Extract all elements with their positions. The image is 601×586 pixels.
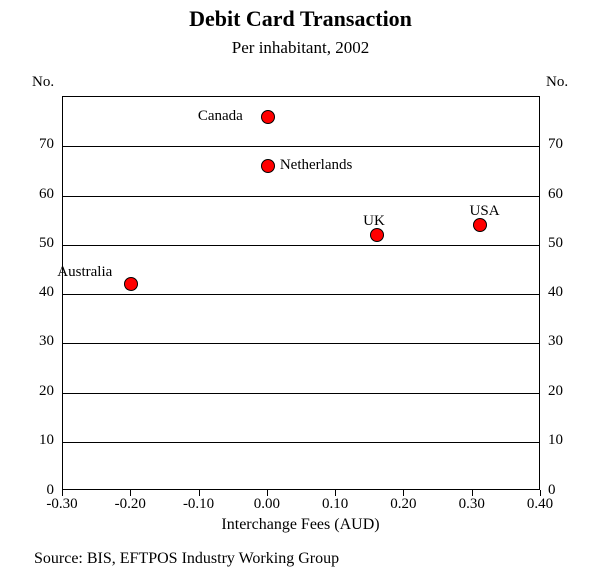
data-point-label: Netherlands — [280, 157, 352, 174]
gridline — [63, 146, 539, 147]
y-tick-left: 40 — [24, 284, 54, 301]
data-point — [261, 110, 275, 124]
gridline — [63, 442, 539, 443]
data-point — [473, 218, 487, 232]
y-tick-left: 10 — [24, 432, 54, 449]
gridline — [63, 343, 539, 344]
y-tick-right: 20 — [548, 383, 563, 400]
y-tick-left: 30 — [24, 333, 54, 350]
gridline — [63, 196, 539, 197]
gridline — [63, 294, 539, 295]
y-tick-right: 70 — [548, 136, 563, 153]
y-tick-left: 20 — [24, 383, 54, 400]
x-tick-label: 0.40 — [527, 496, 553, 513]
data-point — [261, 159, 275, 173]
chart-title: Debit Card Transaction — [0, 6, 601, 32]
chart-subtitle: Per inhabitant, 2002 — [0, 38, 601, 58]
y-tick-right: 50 — [548, 235, 563, 252]
gridline — [63, 393, 539, 394]
x-tick-label: 0.00 — [254, 496, 280, 513]
x-tick-label: -0.10 — [183, 496, 214, 513]
y-axis-label-left: No. — [32, 74, 54, 91]
x-tick-label: 0.20 — [390, 496, 416, 513]
y-tick-left: 60 — [24, 186, 54, 203]
y-tick-left: 70 — [24, 136, 54, 153]
x-tick-label: -0.20 — [115, 496, 146, 513]
plot-area: AustraliaCanadaNetherlandsUKUSA — [62, 96, 540, 490]
gridline — [63, 245, 539, 246]
y-tick-right: 40 — [548, 284, 563, 301]
y-axis-label-right: No. — [546, 74, 568, 91]
data-point-label: Canada — [198, 108, 243, 125]
source-text: Source: BIS, EFTPOS Industry Working Gro… — [34, 550, 339, 568]
y-tick-right: 10 — [548, 432, 563, 449]
data-point — [124, 277, 138, 291]
x-axis-label: Interchange Fees (AUD) — [0, 516, 601, 534]
y-tick-left: 50 — [24, 235, 54, 252]
y-tick-right: 30 — [548, 333, 563, 350]
data-point-label: Australia — [57, 264, 112, 281]
x-tick-label: 0.10 — [322, 496, 348, 513]
data-point — [370, 228, 384, 242]
y-tick-right: 60 — [548, 186, 563, 203]
x-tick-label: 0.30 — [459, 496, 485, 513]
x-tick-label: -0.30 — [46, 496, 77, 513]
data-point-label: UK — [363, 213, 385, 230]
data-point-label: USA — [470, 203, 500, 220]
